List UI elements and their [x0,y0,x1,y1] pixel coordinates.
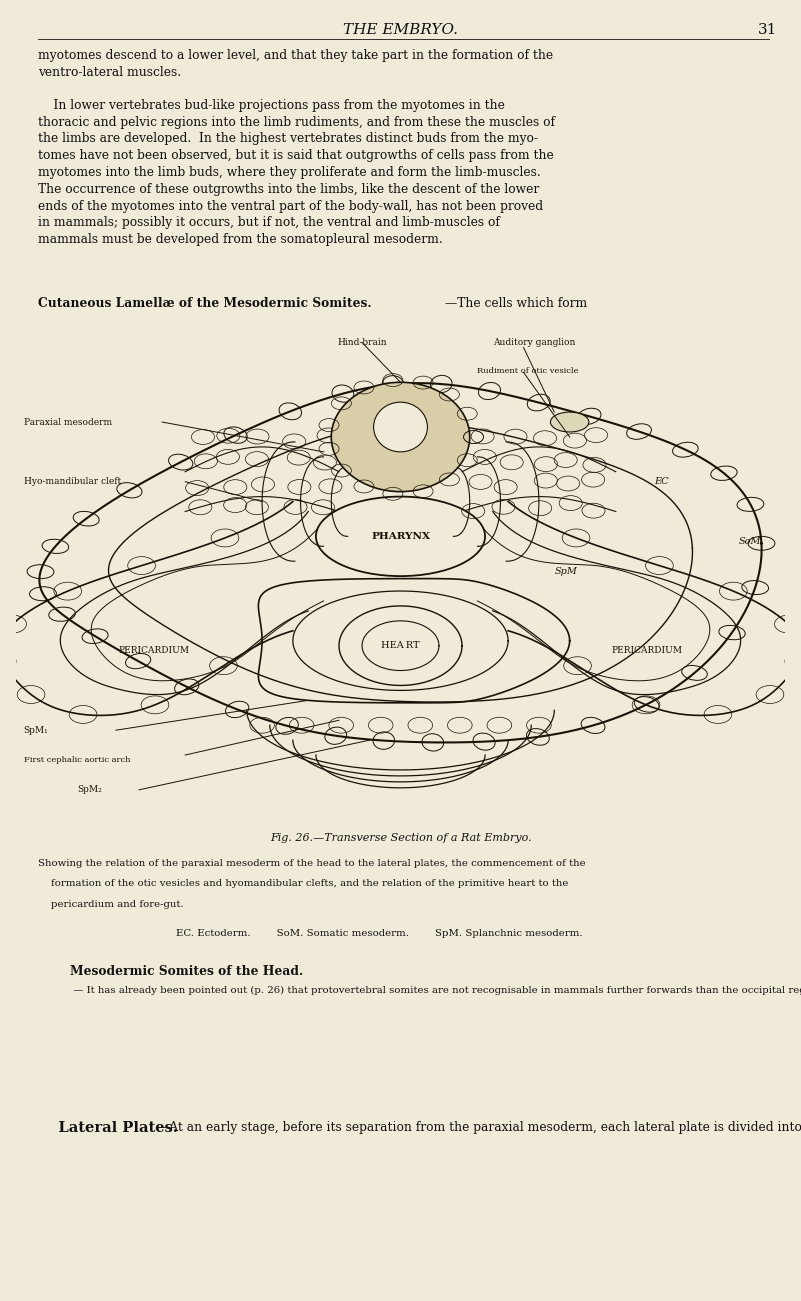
Text: — It has already been pointed out (p. 26) that protovertebral somites are not re: — It has already been pointed out (p. 26… [70,986,801,995]
Text: SpM: SpM [554,567,578,575]
Text: First cephalic aortic arch: First cephalic aortic arch [24,756,131,764]
Text: Mesodermic Somites of the Head.: Mesodermic Somites of the Head. [70,965,304,978]
Text: Cutaneous Lamellæ of the Mesodermic Somites.: Cutaneous Lamellæ of the Mesodermic Somi… [38,297,372,310]
Ellipse shape [316,497,485,576]
Text: PERICARDIUM: PERICARDIUM [611,647,682,656]
Text: Paraxial mesoderm: Paraxial mesoderm [24,418,112,427]
Text: SoM: SoM [739,537,761,546]
Text: PERICARDIUM: PERICARDIUM [119,647,190,656]
Text: 31: 31 [758,23,777,38]
Text: Showing the relation of the paraxial mesoderm of the head to the lateral plates,: Showing the relation of the paraxial mes… [38,859,586,868]
Text: formation of the otic vesicles and hyomandibular clefts, and the relation of the: formation of the otic vesicles and hyoma… [38,879,569,889]
Text: PHARYNX: PHARYNX [371,532,430,541]
Text: HEA RT: HEA RT [381,641,420,650]
Text: Auditory ganglion: Auditory ganglion [493,337,575,346]
Ellipse shape [373,402,428,451]
Text: THE EMBRYO.: THE EMBRYO. [343,23,458,38]
Text: pericardium and fore-gut.: pericardium and fore-gut. [38,900,184,909]
Text: myotomes descend to a lower level, and that they take part in the formation of t: myotomes descend to a lower level, and t… [38,49,553,79]
Text: Hyo-mandibular cleft: Hyo-mandibular cleft [24,477,121,487]
Text: —The cells which form: —The cells which form [445,297,588,310]
Ellipse shape [332,382,469,492]
Text: Hind-brain: Hind-brain [337,337,387,346]
Text: —At an early stage, before its separation from the paraxial mesoderm, each later: —At an early stage, before its separatio… [157,1121,801,1134]
Text: SpM₁: SpM₁ [24,726,48,735]
Text: SpM₂: SpM₂ [78,786,103,795]
Text: Fig. 26.—Transverse Section of a Rat Embryo.: Fig. 26.—Transverse Section of a Rat Emb… [270,833,531,843]
Text: EC: EC [654,477,669,487]
Ellipse shape [550,412,589,432]
Text: In lower vertebrates bud-like projections pass from the myotomes in the
thoracic: In lower vertebrates bud-like projection… [38,99,555,246]
Text: EC. Ectoderm.        SoM. Somatic mesoderm.        SpM. Splanchnic mesoderm.: EC. Ectoderm. SoM. Somatic mesoderm. SpM… [176,929,583,938]
Text: Lateral Plates.: Lateral Plates. [38,1121,179,1136]
Text: Rudiment of otic vesicle: Rudiment of otic vesicle [477,367,579,376]
